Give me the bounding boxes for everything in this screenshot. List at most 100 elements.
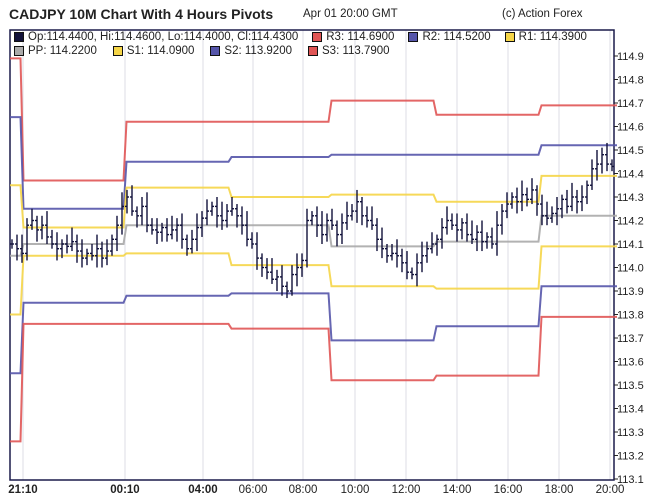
ohlc-bar xyxy=(455,213,459,242)
legend-label: R3: 114.6900 xyxy=(326,31,395,43)
ohlc-bar xyxy=(490,227,494,249)
ohlc-bar xyxy=(395,239,399,268)
x-tick-label: 06:00 xyxy=(239,484,268,496)
ohlc-bar xyxy=(30,208,34,230)
x-tick-label: 21:10 xyxy=(8,484,37,496)
ohlc-bar xyxy=(160,222,164,242)
ohlc-bar xyxy=(365,206,369,228)
ohlc-bar xyxy=(530,178,534,205)
ohlc-bar xyxy=(245,211,249,247)
ohlc-bar xyxy=(495,211,499,256)
ohlc-bar xyxy=(565,189,569,214)
ohlc-bar xyxy=(190,229,194,254)
ohlc-bar xyxy=(100,241,104,268)
ohlc-bar xyxy=(195,213,199,252)
ohlc-bar xyxy=(200,211,204,237)
legend-swatch xyxy=(210,46,221,56)
ohlc-bar xyxy=(375,218,379,252)
ohlc-bar xyxy=(430,232,434,254)
ohlc-bar xyxy=(510,192,514,209)
ohlc-bar xyxy=(55,232,59,261)
ohlc-bar xyxy=(570,182,574,212)
ohlc-bar xyxy=(465,213,469,242)
ohlc-bar xyxy=(95,234,99,268)
x-tick-label: 18:00 xyxy=(545,484,574,496)
legend-swatch xyxy=(312,32,323,42)
ohlc-bar xyxy=(585,180,589,205)
legend-label: S3: 113.7900 xyxy=(322,45,390,57)
legend-swatch xyxy=(504,32,515,42)
ohlc-bar xyxy=(320,211,324,244)
ohlc-bar xyxy=(220,201,224,230)
ohlc-bar xyxy=(15,234,19,261)
ohlc-bar xyxy=(115,215,119,252)
ohlc-bar xyxy=(360,197,364,226)
ohlc-bar xyxy=(505,192,509,219)
legend-label: R1: 114.3900 xyxy=(518,31,587,43)
legend-r1: R1: 114.3900 xyxy=(504,31,587,43)
ohlc-bar xyxy=(500,204,504,235)
legend-row: PP: 114.2200 S1: 114.0900 S2: 113.9200 S… xyxy=(14,45,390,57)
ohlc-bar xyxy=(450,213,454,230)
y-tick-label: 113.2 xyxy=(617,451,644,463)
ohlc-bar xyxy=(305,208,309,268)
timestamp: Apr 01 20:00 GMT xyxy=(303,8,398,20)
x-tick-label: 10:00 xyxy=(341,484,370,496)
ohlc-bar xyxy=(350,204,354,221)
ohlc-bar xyxy=(255,232,259,270)
ohlc-bar xyxy=(590,159,594,190)
ohlc-bar xyxy=(335,220,339,247)
ohlc-bar xyxy=(230,197,234,216)
ohlc-bar xyxy=(20,234,24,263)
ohlc-bar xyxy=(435,234,439,256)
ohlc-bar xyxy=(280,265,284,296)
pivot-line-r2 xyxy=(10,116,617,210)
ohlc-bar xyxy=(310,211,314,226)
ohlc-bar xyxy=(325,213,329,242)
ohlc-bar xyxy=(75,234,79,263)
chart-title: CADJPY 10M Chart With 4 Hours Pivots xyxy=(9,6,274,22)
ohlc-bar xyxy=(205,199,209,226)
y-tick-label: 113.5 xyxy=(617,380,644,392)
ohlc-bar xyxy=(80,239,84,268)
legend-label: Op:114.4400, Hi:114.4600, Lo:114.4000, C… xyxy=(28,31,299,43)
ohlc-bar xyxy=(40,215,44,240)
y-tick-label: 114.9 xyxy=(617,51,644,63)
ohlc-bar xyxy=(250,232,254,249)
legend-r2: R2: 114.5200 xyxy=(408,31,491,43)
ohlc-bar xyxy=(520,180,524,212)
ohlc-bar xyxy=(130,185,134,216)
ohlc-bar xyxy=(540,194,544,226)
legend-swatch xyxy=(308,46,318,56)
ohlc-bar xyxy=(515,187,519,214)
legend-s3: S3: 113.7900 xyxy=(308,45,390,57)
x-tick-label: 14:00 xyxy=(443,484,472,496)
x-tick-label: 16:00 xyxy=(494,484,523,496)
legend-row: Op:114.4400, Hi:114.4600, Lo:114.4000, C… xyxy=(14,31,587,43)
ohlc-bar xyxy=(125,189,129,214)
ohlc-bar xyxy=(480,220,484,252)
x-tick-label: 20:00 xyxy=(596,484,625,496)
ohlc-bar xyxy=(105,239,109,266)
ohlc-bar xyxy=(555,197,559,226)
ohlc-bar xyxy=(575,189,579,214)
ohlc-bar xyxy=(180,213,184,249)
ohlc-bar xyxy=(295,253,299,287)
ohlc-bar xyxy=(460,218,464,240)
ohlc-bar xyxy=(35,215,39,242)
legend-label: PP: 114.2200 xyxy=(28,45,97,57)
pivot-line-s1 xyxy=(10,245,617,316)
ohlc-bar xyxy=(485,232,489,249)
ohlc-bar xyxy=(90,244,94,261)
legend-swatch xyxy=(112,46,123,56)
legend-label: S2: 113.9200 xyxy=(224,45,292,57)
ohlc-bar xyxy=(285,281,289,299)
ohlc-bar xyxy=(150,218,154,235)
ohlc-bar xyxy=(385,244,389,263)
legend-swatch xyxy=(14,46,24,56)
ohlc-bar xyxy=(425,241,429,263)
ohlc-bar xyxy=(560,194,564,219)
ohlc-bar xyxy=(300,253,304,277)
